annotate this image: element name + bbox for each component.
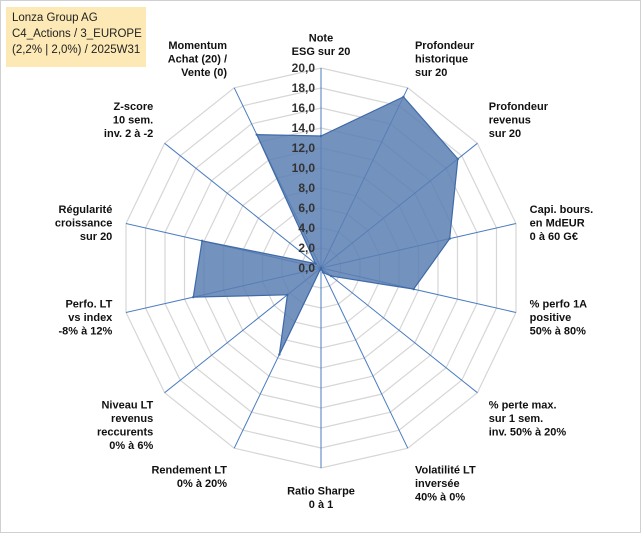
axis-label-line: % perte max. <box>489 400 557 412</box>
axis-label-line: sur 1 sem. <box>489 413 543 425</box>
axis-label-line: Volatilité LT <box>415 465 476 477</box>
axis-label-line: 0 à 1 <box>309 499 333 511</box>
data-point <box>456 157 460 161</box>
data-point <box>412 287 415 291</box>
axis-label-line: Capi. bours. <box>530 204 594 216</box>
axis-label: Note ESG sur 20 <box>292 33 351 59</box>
axis-label-line: revenus <box>489 114 531 126</box>
axis-label-line: historique <box>415 53 468 65</box>
data-point <box>314 262 317 265</box>
axis-label-line: revenus <box>111 413 153 425</box>
axis-label: Z-score 10 sem. inv. 2 à -2 <box>104 101 153 140</box>
data-point <box>329 274 333 278</box>
axis-label-line: vs index <box>68 312 113 324</box>
axis-label: Profondeur revenus sur 20 <box>489 101 549 140</box>
tick-label: 4,0 <box>298 221 315 235</box>
axis-label-line: Régularité <box>59 204 113 216</box>
axis-label: % perte max. sur 1 sem. inv. 50% à 20% <box>489 400 567 439</box>
axis-label-line: Note <box>309 33 333 45</box>
tick-label: 16,0 <box>292 101 316 115</box>
axis-label: Perfo. LT vs index -8% à 12% <box>59 298 114 337</box>
tick-label: 12,0 <box>292 141 316 155</box>
axis-label: Ratio Sharpe 0 à 1 <box>287 486 355 512</box>
axis-label: Volatilité LT inversée 40% à 0% <box>415 465 476 504</box>
portfolio-name: C4_Actions / 3_EUROPE <box>12 28 142 40</box>
axis-label-line: inv. 50% à 20% <box>489 427 567 439</box>
data-point <box>321 271 325 274</box>
tick-label: 14,0 <box>292 121 316 135</box>
axis-label-line: 0% à 6% <box>109 440 153 452</box>
axis-label-line: Achat (20) / <box>168 53 227 65</box>
axis-spoke <box>320 267 478 394</box>
tick-label: 2,0 <box>298 241 315 255</box>
axis-label-line: ESG sur 20 <box>292 46 351 58</box>
axis-label-line: Momentum <box>168 40 227 52</box>
axis-label-line: sur 20 <box>489 128 521 140</box>
axis-label-line: Vente (0) <box>181 67 227 79</box>
tick-label: 18,0 <box>292 81 316 95</box>
axis-label: Profondeur historique sur 20 <box>415 40 475 79</box>
axis-label-line: positive <box>530 312 572 324</box>
axis-label-line: Niveau LT <box>101 400 153 412</box>
axis-label: Momentum Achat (20) / Vente (0) <box>168 40 228 79</box>
data-point <box>319 266 323 270</box>
data-point <box>200 239 204 243</box>
meta-info: (2,2% | 2,0%) / 2025W31 <box>12 44 141 56</box>
axis-label-line: Ratio Sharpe <box>287 486 355 498</box>
axis-label: Rendement LT 0% à 20% <box>151 465 227 491</box>
info-box: Lonza Group AG C4_Actions / 3_EUROPE (2,… <box>6 7 146 67</box>
data-point <box>319 134 323 138</box>
data-point <box>448 237 451 240</box>
axis-label: % perfo 1A positive 50% à 80% <box>530 298 588 337</box>
axis-label-line: 50% à 80% <box>530 325 586 337</box>
tick-label: 20,0 <box>292 61 316 75</box>
axis-label-line: 0 à 60 G€ <box>530 231 578 243</box>
axis-label-line: croissance <box>55 218 112 230</box>
axis-label-line: Perfo. LT <box>65 298 112 310</box>
tick-label: 6,0 <box>298 201 315 215</box>
axis-spoke <box>164 142 322 269</box>
company-name: Lonza Group AG <box>12 12 98 24</box>
axis-label-line: Profondeur <box>489 101 549 113</box>
tick-label: 10,0 <box>292 161 316 175</box>
axis-label-line: sur 20 <box>415 67 447 79</box>
axis-label-line: sur 20 <box>80 231 112 243</box>
axis-spoke <box>320 267 409 449</box>
axis-label-line: Z-score <box>114 101 154 113</box>
axis-label-line: 0% à 20% <box>177 478 227 490</box>
axis-label-line: % perfo 1A <box>530 298 588 310</box>
axis-label-line: en MdEUR <box>530 218 585 230</box>
data-point <box>192 295 195 299</box>
data-point <box>255 133 258 136</box>
tick-label: 8,0 <box>298 181 315 195</box>
axis-label: Niveau LT revenus reccurents 0% à 6% <box>97 400 154 453</box>
data-point <box>402 95 405 99</box>
data-point <box>286 293 289 297</box>
axis-label: Capi. bours. en MdEUR 0 à 60 G€ <box>530 204 594 243</box>
tick-label: 0,0 <box>298 261 315 275</box>
axis-label-line: Rendement LT <box>151 465 227 477</box>
axis-label-line: Profondeur <box>415 40 475 52</box>
axis-label-line: inversée <box>415 478 460 490</box>
data-point <box>278 353 281 356</box>
axis-label-line: reccurents <box>97 427 153 439</box>
axis-label: Régularité croissance sur 20 <box>55 204 112 243</box>
axis-label-line: inv. 2 à -2 <box>104 128 153 140</box>
axis-label-line: -8% à 12% <box>59 325 113 337</box>
axis-label-line: 40% à 0% <box>415 492 465 504</box>
axis-label-line: 10 sem. <box>113 114 153 126</box>
